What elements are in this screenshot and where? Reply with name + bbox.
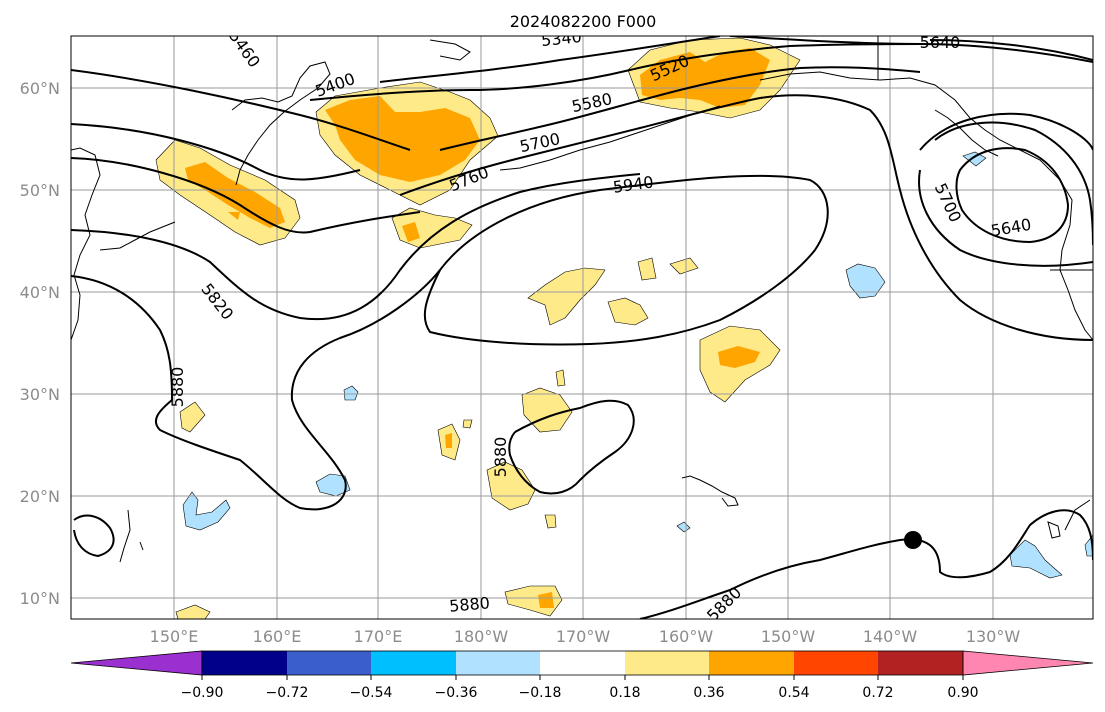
lon-label: 160°W	[659, 627, 714, 646]
station-marker	[904, 531, 922, 549]
contour-label: 5880	[448, 593, 490, 615]
lon-label: 170°E	[354, 627, 403, 646]
contour-label: 5880	[491, 437, 510, 478]
latitude-labels: 60°N 50°N 40°N 30°N 20°N 10°N	[20, 79, 60, 608]
colorbar-segment	[878, 651, 963, 675]
longitude-labels: 150°E 160°E 170°E 180°W 170°W 160°W 150°…	[150, 627, 1021, 646]
lon-label: 150°E	[150, 627, 199, 646]
lat-label: 60°N	[20, 79, 60, 98]
lon-label: 150°W	[761, 627, 816, 646]
colorbar-segment	[794, 651, 878, 675]
colorbar-tick-label: −0.90	[181, 685, 224, 701]
lon-label: 160°E	[253, 627, 302, 646]
contour-label: 5880	[168, 367, 187, 408]
gridlines	[71, 36, 1093, 619]
colorbar-tick-label: −0.36	[435, 685, 478, 701]
colorbar-tick-label: −0.18	[519, 685, 562, 701]
lat-label: 40°N	[20, 283, 60, 302]
colorbar-extend-low	[70, 650, 203, 676]
colorbar-segment	[371, 651, 456, 675]
lat-label: 20°N	[20, 487, 60, 506]
colorbar-segment	[625, 651, 709, 675]
lon-label: 130°W	[966, 627, 1021, 646]
colorbar-segment	[202, 651, 287, 675]
colorbar-tick-label: 0.36	[693, 685, 724, 701]
contour-label: 5640	[920, 33, 961, 52]
lon-label: 170°W	[556, 627, 611, 646]
colorbar-tick-label: 0.72	[862, 685, 893, 701]
colorbar-segment	[540, 651, 625, 675]
map-title: 2024082200 F000	[510, 12, 657, 31]
colorbar-tick-label: −0.54	[350, 685, 393, 701]
map-area: 5460 5400 5340 5520 5580 5640 5700 5760 …	[71, 27, 1093, 619]
colorbar-segment	[287, 651, 371, 675]
colorbar: −0.90 −0.72 −0.54 −0.36 −0.18 0.18 0.36 …	[70, 650, 1094, 701]
coastlines	[71, 36, 1093, 563]
lat-label: 50°N	[20, 181, 60, 200]
colorbar-ticks	[201, 675, 964, 680]
colorbar-tick-label: 0.18	[609, 685, 640, 701]
lat-label: 30°N	[20, 385, 60, 404]
colorbar-extend-high	[962, 650, 1094, 676]
colorbar-segment	[456, 651, 540, 675]
shaded-anomaly-regions	[155, 37, 1093, 619]
contour-label: 5340	[540, 27, 582, 50]
colorbar-tick-label: −0.72	[266, 685, 309, 701]
lon-label: 140°W	[863, 627, 918, 646]
colorbar-tick-label: 0.90	[947, 685, 978, 701]
lon-label: 180°W	[454, 627, 509, 646]
map-frame	[70, 35, 1094, 620]
colorbar-segment	[709, 651, 794, 675]
colorbar-tick-label: 0.54	[778, 685, 809, 701]
lat-label: 10°N	[20, 589, 60, 608]
height-contours	[71, 36, 1093, 619]
